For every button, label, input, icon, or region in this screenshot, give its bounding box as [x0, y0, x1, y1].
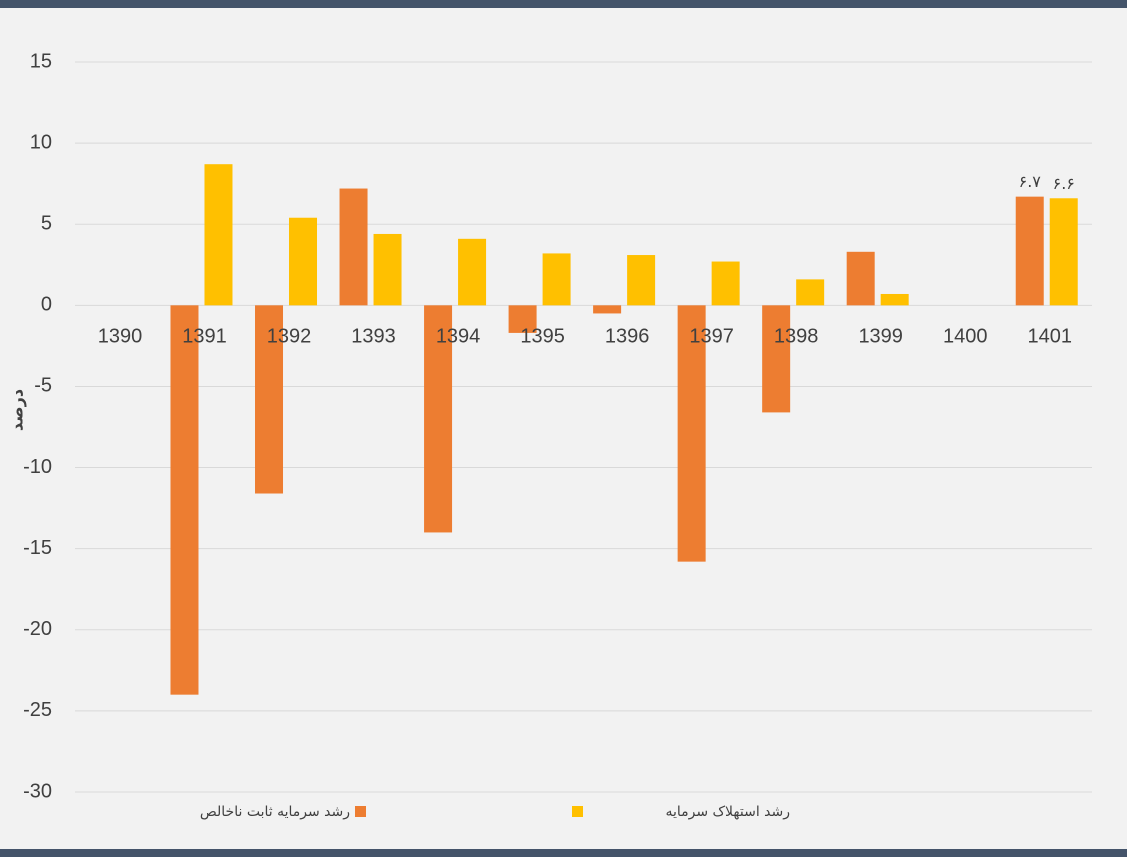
x-tick-label: 1391	[182, 326, 227, 348]
bar	[627, 255, 656, 306]
bar	[170, 305, 199, 695]
x-tick-label: 1390	[98, 326, 143, 348]
bar	[593, 305, 622, 314]
x-tick-label: 1398	[774, 326, 819, 348]
bar	[846, 251, 875, 306]
bar	[508, 305, 537, 333]
x-tick-label: 1395	[520, 326, 565, 348]
bar	[1015, 196, 1044, 306]
bar	[373, 233, 402, 306]
x-tick-label: 1393	[351, 326, 396, 348]
y-tick-label: -25	[23, 699, 52, 721]
bar	[424, 305, 453, 533]
x-tick-label: 1397	[689, 326, 734, 348]
legend-swatch	[572, 806, 583, 817]
x-tick-label: 1401	[1027, 326, 1072, 348]
bar	[796, 279, 825, 306]
x-tick-label: 1396	[605, 326, 650, 348]
y-tick-label: -20	[23, 618, 52, 640]
x-tick-label: 1392	[267, 326, 312, 348]
y-tick-label: 15	[30, 50, 52, 72]
y-tick-label: -10	[23, 456, 52, 478]
y-axis-title: درصد	[8, 389, 27, 431]
y-tick-label: -5	[34, 375, 52, 397]
legend-label: رشد سرمایه ثابت ناخالص	[200, 804, 350, 820]
legend-swatch	[355, 806, 366, 817]
bar	[1049, 198, 1078, 306]
x-tick-label: 1399	[858, 326, 903, 348]
x-tick-label: 1394	[436, 326, 481, 348]
y-tick-label: 0	[41, 294, 52, 316]
bar	[762, 305, 791, 413]
bar	[880, 293, 909, 306]
y-tick-label: -15	[23, 537, 52, 559]
legend-label: رشد استهلاک سرمایه	[665, 804, 790, 820]
y-tick-label: -30	[23, 780, 52, 802]
bottom-band	[0, 849, 1127, 857]
y-tick-label: 5	[41, 213, 52, 235]
y-tick-label: 10	[30, 131, 52, 153]
data-label: ۶.۷	[1019, 172, 1042, 191]
bar	[458, 238, 487, 306]
top-band	[0, 0, 1127, 8]
bar	[204, 164, 233, 306]
bar	[289, 217, 318, 306]
bar	[711, 261, 740, 306]
bar	[255, 305, 284, 494]
x-tick-label: 1400	[943, 326, 988, 348]
data-label: ۶.۶	[1053, 174, 1075, 193]
bar	[542, 253, 571, 306]
bar	[339, 188, 368, 306]
bar	[677, 305, 706, 562]
